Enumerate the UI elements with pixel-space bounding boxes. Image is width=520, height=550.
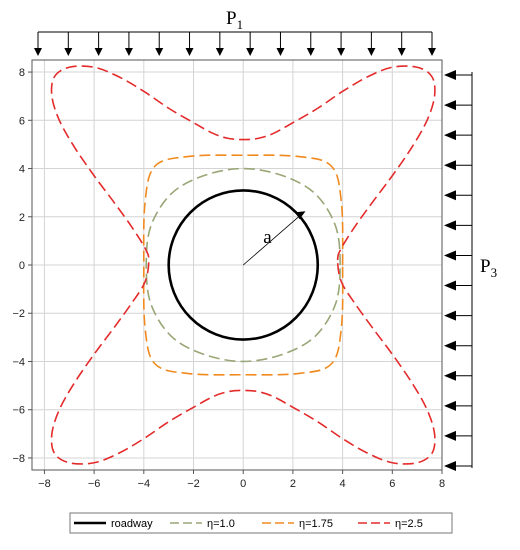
right-load-arrow-head xyxy=(444,190,456,201)
legend-box xyxy=(69,512,453,534)
series-1-75-line xyxy=(142,154,344,376)
right-load-subscript: 3 xyxy=(491,265,498,280)
y-tick-label: −4 xyxy=(12,356,25,368)
top-load-arrow-head xyxy=(155,48,164,56)
legend-label: η=2.5 xyxy=(395,518,423,530)
x-tick-label: −2 xyxy=(187,478,200,490)
y-tick-label: 6 xyxy=(19,115,25,127)
right-load-arrow-head xyxy=(444,160,456,171)
top-load-arrow-head xyxy=(34,48,42,56)
y-tick-label: 4 xyxy=(19,164,25,176)
right-load-label: P3 xyxy=(480,256,497,280)
legend-label: η=1.75 xyxy=(299,518,333,530)
x-tick-label: −8 xyxy=(38,478,51,490)
right-load-arrow-head xyxy=(444,250,456,261)
top-load-arrow-head xyxy=(367,48,376,56)
top-load-arrow-head xyxy=(306,48,315,56)
top-load-arrow-head xyxy=(124,48,133,56)
right-load-arrow-head xyxy=(444,340,456,351)
y-tick-label: 0 xyxy=(19,260,25,272)
grid xyxy=(32,60,443,470)
top-load-arrow-head xyxy=(64,48,73,56)
top-load-arrow-head xyxy=(337,48,346,56)
right-load-arrow-head xyxy=(444,370,456,381)
legend-label: η=1.0 xyxy=(207,518,235,530)
x-tick-label: 8 xyxy=(439,478,445,490)
axis-ticks: −8 −6 −4 −2 0 2 4 6 8 −8 −6 −4 −2 0 2 4 6 8 xyxy=(12,67,445,490)
x-tick-label: 2 xyxy=(290,478,296,490)
y-tick-label: 8 xyxy=(19,67,25,79)
x-tick-label: −6 xyxy=(88,478,101,490)
curves xyxy=(50,65,436,465)
x-tick-label: 4 xyxy=(340,478,346,490)
top-load-arrow-head xyxy=(215,48,224,56)
right-load-arrow-head xyxy=(444,430,456,441)
top-load-arrow-head xyxy=(94,48,103,56)
top-load-arrow-head xyxy=(246,48,255,56)
right-load-arrow-head xyxy=(444,100,456,111)
top-load-symbol: P xyxy=(226,8,237,29)
right-load-arrow-head xyxy=(444,400,456,411)
top-load-label: P1 xyxy=(226,8,243,32)
right-load-arrow-head xyxy=(444,70,456,80)
y-tick-label: −6 xyxy=(12,405,25,417)
top-load-subscript: 1 xyxy=(237,17,244,32)
x-tick-label: −4 xyxy=(138,478,151,490)
right-load-symbol: P xyxy=(480,256,491,277)
radius-arrow-head xyxy=(295,211,306,220)
top-load-arrow-head xyxy=(397,48,406,56)
legend-label: roadway xyxy=(111,518,153,530)
top-load-arrow-head xyxy=(428,48,436,56)
radius-arrow-line xyxy=(242,214,302,266)
top-load-arrow-head xyxy=(185,48,194,56)
series-roadway-line xyxy=(167,189,320,341)
x-tick-label: 6 xyxy=(389,478,395,490)
x-tick-label: 0 xyxy=(240,478,246,490)
right-load-arrow-head xyxy=(444,280,456,291)
top-load-arrow-head xyxy=(276,48,285,56)
right-load-arrow-head xyxy=(444,130,456,141)
radius-label: a xyxy=(263,227,272,248)
legend: roadway η=1.0 η=1.75 η=2.5 xyxy=(69,512,453,534)
series-1-0-line xyxy=(145,167,341,363)
right-load-arrow-head xyxy=(444,461,456,471)
right-load-arrow-head xyxy=(444,220,456,231)
y-tick-label: 2 xyxy=(19,212,25,224)
annotations: a xyxy=(242,211,306,266)
y-tick-label: −2 xyxy=(12,308,25,320)
y-tick-label: −8 xyxy=(12,453,25,465)
right-load-arrow-head xyxy=(444,310,456,321)
series-2-5-line xyxy=(50,65,436,465)
